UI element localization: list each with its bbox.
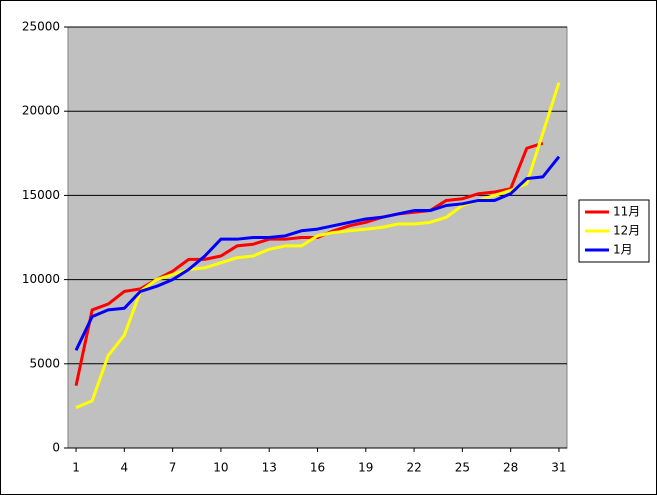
legend-label: 11月 (613, 205, 640, 219)
x-tick-label: 31 (551, 461, 566, 475)
x-tick-label: 22 (406, 461, 421, 475)
x-tick-label: 1 (72, 461, 80, 475)
x-tick-label: 4 (121, 461, 129, 475)
x-tick-label: 19 (358, 461, 373, 475)
x-tick-label: 13 (262, 461, 277, 475)
y-tick-label: 25000 (22, 20, 60, 34)
x-tick-label: 10 (213, 461, 228, 475)
series-line (74, 155, 561, 351)
x-tick-label: 16 (310, 461, 325, 475)
y-tick-label: 15000 (22, 188, 60, 202)
y-tick-label: 0 (52, 441, 60, 455)
y-tick-label: 10000 (22, 272, 60, 286)
y-tick-label: 20000 (22, 104, 60, 118)
x-tick-label: 25 (455, 461, 470, 475)
x-tick-label: 28 (503, 461, 518, 475)
x-tick-label: 7 (169, 461, 177, 475)
legend-label: 12月 (613, 224, 640, 238)
legend-label: 1月 (613, 243, 633, 257)
y-tick-label: 5000 (29, 356, 60, 370)
